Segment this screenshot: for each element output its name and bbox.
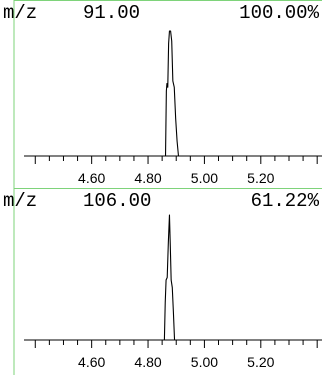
x-tick-label: 5.20	[247, 170, 274, 186]
chromatogram-panel-mz-91: 4.60 4.80 5.00 5.20 m/z 91.00 100.00%	[3, 0, 322, 188]
chromatogram-plot: 4.60 4.80 5.00 5.20	[13, 188, 322, 375]
chromatogram-panel-mz-106: 4.60 4.80 5.00 5.20 m/z 106.00 61.22%	[0, 188, 322, 375]
mz-value: 106.00	[83, 190, 152, 212]
mz-label: m/z	[3, 2, 38, 24]
x-tick-label: 4.60	[78, 170, 105, 186]
mz-label: m/z	[3, 190, 38, 212]
x-tick-label: 4.60	[78, 354, 105, 370]
chromatogram-trace	[162, 30, 180, 157]
x-tick-label: 4.80	[134, 170, 161, 186]
x-tick-label: 4.80	[134, 354, 161, 370]
x-tick-label: 5.00	[191, 354, 218, 370]
panel-header: m/z 91.00 100.00%	[3, 1, 319, 25]
chromatogram-plot: 4.60 4.80 5.00 5.20	[13, 0, 322, 188]
mz-value: 91.00	[83, 2, 141, 24]
x-tick-label: 5.00	[191, 170, 218, 186]
relative-abundance: 61.22%	[250, 190, 319, 212]
panel-header: m/z 106.00 61.22%	[3, 189, 319, 213]
chromatogram-trace	[162, 214, 176, 341]
relative-abundance: 100.00%	[239, 2, 319, 24]
x-tick-label: 5.20	[247, 354, 274, 370]
